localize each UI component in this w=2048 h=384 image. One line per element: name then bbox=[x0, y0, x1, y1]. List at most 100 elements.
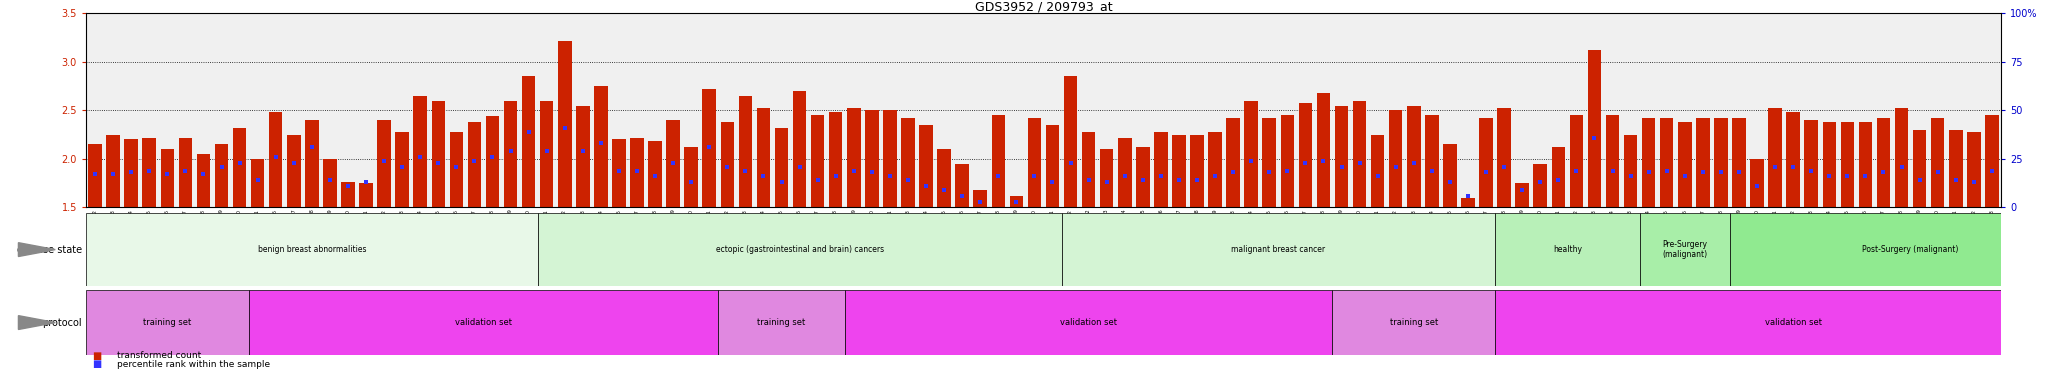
Bar bbox=[1913, 130, 1927, 207]
Bar bbox=[197, 154, 211, 207]
Bar bbox=[1190, 135, 1204, 207]
Point bbox=[1884, 164, 1917, 170]
Bar bbox=[1823, 122, 1837, 207]
Bar bbox=[991, 115, 1006, 207]
Text: validation set: validation set bbox=[1061, 318, 1116, 327]
Bar bbox=[1389, 111, 1403, 207]
Bar bbox=[268, 113, 283, 207]
Text: percentile rank within the sample: percentile rank within the sample bbox=[117, 359, 270, 369]
Bar bbox=[1714, 118, 1729, 207]
Point bbox=[475, 154, 508, 160]
Polygon shape bbox=[18, 316, 55, 329]
Point bbox=[1362, 173, 1395, 179]
Bar bbox=[88, 144, 102, 207]
Text: Post-Surgery (malignant): Post-Surgery (malignant) bbox=[1862, 245, 1958, 254]
Bar bbox=[233, 128, 246, 207]
Bar bbox=[1804, 120, 1819, 207]
Point bbox=[1288, 160, 1321, 166]
Bar bbox=[1460, 198, 1475, 207]
Bar bbox=[106, 135, 121, 207]
Point bbox=[1163, 177, 1196, 183]
Point bbox=[369, 158, 401, 164]
Bar bbox=[557, 41, 571, 207]
Point bbox=[928, 187, 961, 193]
Bar bbox=[86, 213, 539, 286]
Point bbox=[782, 164, 815, 170]
Bar bbox=[541, 101, 553, 207]
Point bbox=[946, 193, 979, 199]
Point bbox=[729, 167, 762, 174]
Point bbox=[96, 171, 129, 177]
Bar bbox=[125, 139, 137, 207]
Bar bbox=[539, 213, 1061, 286]
Point bbox=[1921, 169, 1954, 175]
Bar bbox=[702, 89, 717, 207]
Bar bbox=[160, 149, 174, 207]
Bar bbox=[1171, 135, 1186, 207]
Bar bbox=[631, 137, 643, 207]
Point bbox=[530, 148, 563, 154]
Point bbox=[1397, 160, 1430, 166]
Bar bbox=[1100, 149, 1114, 207]
Bar bbox=[954, 164, 969, 207]
Text: ■: ■ bbox=[92, 351, 102, 361]
Bar bbox=[324, 159, 336, 207]
Point bbox=[186, 171, 219, 177]
Point bbox=[1794, 167, 1827, 174]
Point bbox=[838, 167, 870, 174]
Point bbox=[332, 183, 365, 189]
Bar bbox=[575, 106, 590, 207]
Bar bbox=[1876, 118, 1890, 207]
Point bbox=[874, 173, 907, 179]
Text: transformed count: transformed count bbox=[117, 351, 201, 360]
Bar bbox=[848, 108, 860, 207]
Text: validation set: validation set bbox=[455, 318, 512, 327]
Point bbox=[1235, 158, 1268, 164]
Point bbox=[1939, 177, 1972, 183]
Bar bbox=[612, 139, 627, 207]
Bar bbox=[1786, 113, 1800, 207]
Bar bbox=[1751, 159, 1763, 207]
Point bbox=[1036, 179, 1069, 185]
Bar bbox=[1841, 122, 1853, 207]
Bar bbox=[901, 118, 915, 207]
Point bbox=[1831, 173, 1864, 179]
Point bbox=[1595, 167, 1628, 174]
Bar bbox=[1333, 290, 1495, 355]
Bar bbox=[485, 116, 500, 207]
Point bbox=[1759, 164, 1792, 170]
Bar bbox=[774, 128, 788, 207]
Bar bbox=[883, 111, 897, 207]
Bar bbox=[1047, 125, 1059, 207]
Bar bbox=[1081, 132, 1096, 207]
Point bbox=[621, 167, 653, 174]
Point bbox=[909, 183, 942, 189]
Text: benign breast abnormalities: benign breast abnormalities bbox=[258, 245, 367, 254]
Point bbox=[1741, 183, 1774, 189]
Bar bbox=[504, 101, 518, 207]
Point bbox=[78, 171, 111, 177]
Point bbox=[657, 160, 690, 166]
Point bbox=[205, 164, 238, 170]
Point bbox=[1108, 173, 1141, 179]
Bar bbox=[1208, 132, 1223, 207]
Bar bbox=[1587, 50, 1602, 207]
Bar bbox=[215, 144, 227, 207]
Point bbox=[801, 177, 834, 183]
Point bbox=[1632, 169, 1665, 175]
Point bbox=[1542, 177, 1575, 183]
Point bbox=[1090, 179, 1122, 185]
Bar bbox=[1642, 118, 1655, 207]
Bar bbox=[649, 141, 662, 207]
Text: malignant breast cancer: malignant breast cancer bbox=[1231, 245, 1325, 254]
Bar bbox=[973, 190, 987, 207]
Point bbox=[512, 129, 545, 135]
Point bbox=[313, 177, 346, 183]
Bar bbox=[1677, 122, 1692, 207]
Bar bbox=[522, 76, 535, 207]
Point bbox=[1145, 173, 1178, 179]
Bar bbox=[594, 86, 608, 207]
Bar bbox=[1497, 108, 1511, 207]
Point bbox=[1180, 177, 1212, 183]
Point bbox=[1579, 134, 1612, 141]
